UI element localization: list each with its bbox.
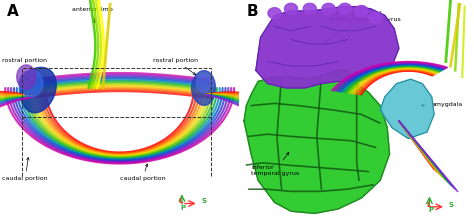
Text: S: S (448, 202, 453, 208)
Text: rostral portion: rostral portion (2, 58, 47, 70)
Polygon shape (17, 65, 36, 89)
Text: S: S (201, 198, 206, 204)
Polygon shape (380, 79, 434, 139)
Polygon shape (338, 3, 352, 14)
Polygon shape (191, 71, 215, 105)
Polygon shape (268, 8, 281, 19)
Text: A: A (7, 4, 19, 19)
Polygon shape (19, 70, 43, 97)
Polygon shape (355, 6, 368, 16)
Polygon shape (256, 7, 399, 88)
Text: inferior
temporal gyrus: inferior temporal gyrus (251, 152, 300, 176)
Text: L: L (426, 202, 430, 208)
Text: rostral portion: rostral portion (153, 58, 198, 75)
Polygon shape (196, 75, 210, 92)
Polygon shape (20, 67, 56, 113)
Text: amygdala: amygdala (421, 102, 463, 107)
Polygon shape (303, 3, 316, 14)
Polygon shape (284, 3, 298, 14)
Bar (21, 68, 210, 117)
Text: temporal pole of
middle temporal gyrus: temporal pole of middle temporal gyrus (325, 11, 400, 42)
Text: L: L (178, 198, 182, 204)
Text: B: B (246, 4, 258, 19)
Text: P: P (181, 205, 186, 211)
Polygon shape (322, 3, 335, 14)
Polygon shape (244, 70, 390, 213)
Text: caudal portion: caudal portion (2, 158, 48, 181)
Text: anterior limb: anterior limb (72, 7, 112, 23)
Polygon shape (369, 12, 382, 23)
Text: caudal portion: caudal portion (119, 164, 165, 182)
Text: P: P (428, 207, 433, 213)
